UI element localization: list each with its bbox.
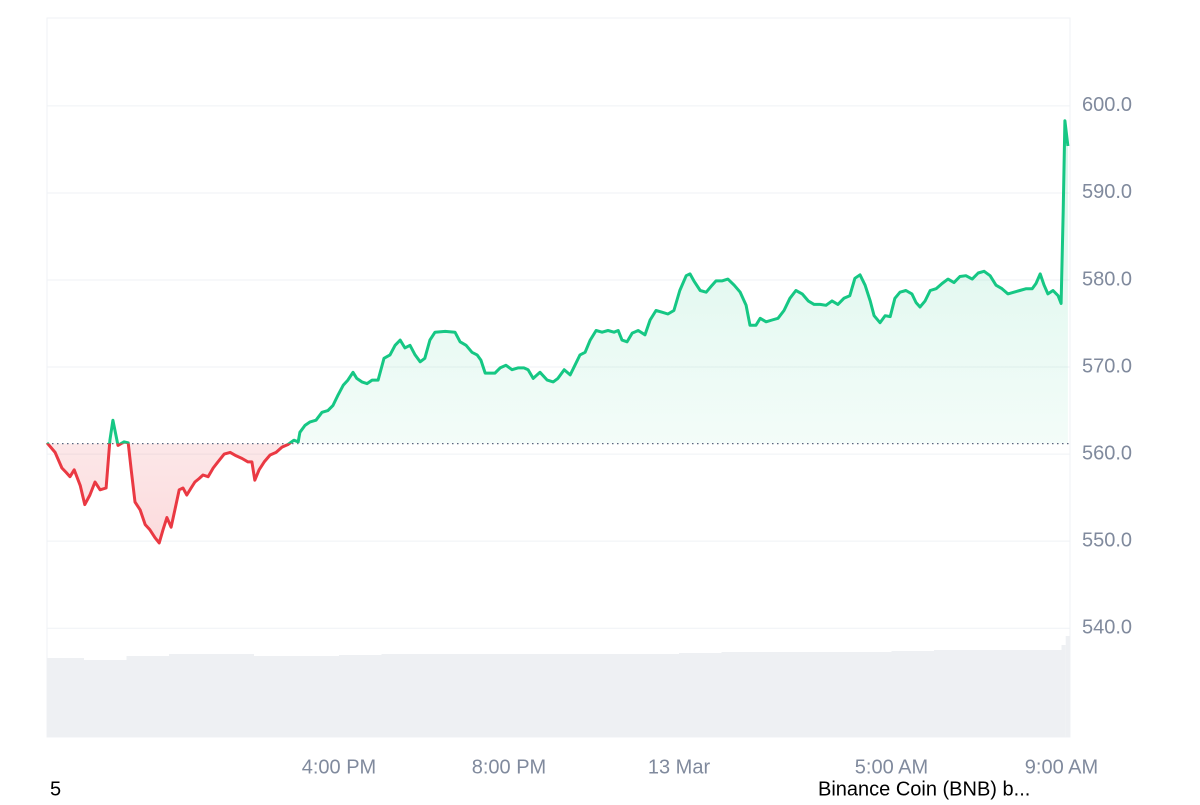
y-tick-label: 560.0 bbox=[1082, 442, 1132, 464]
volume-bar bbox=[47, 658, 84, 737]
x-tick-label: 5:00 AM bbox=[855, 756, 928, 778]
volume-bar bbox=[636, 654, 679, 737]
volume-bar bbox=[551, 654, 594, 737]
volume-bar bbox=[1018, 650, 1062, 737]
volume-bar bbox=[848, 652, 892, 737]
volume-bar bbox=[168, 654, 212, 737]
volume-bar bbox=[678, 653, 722, 737]
volume-bar bbox=[466, 654, 509, 737]
volume-bar bbox=[1065, 636, 1070, 737]
y-tick-label: 570.0 bbox=[1082, 355, 1132, 377]
y-tick-label: 540.0 bbox=[1082, 616, 1132, 638]
footer-left: 5 bbox=[50, 778, 61, 800]
volume-bar bbox=[763, 652, 807, 737]
volume-bar bbox=[381, 654, 424, 737]
volume-bar bbox=[721, 652, 764, 737]
volume-bar bbox=[806, 652, 849, 737]
volume-bar bbox=[508, 654, 552, 737]
volume-bar bbox=[933, 650, 977, 737]
footer-right: Binance Coin (BNB) b... bbox=[818, 778, 1030, 800]
volume-bar bbox=[83, 660, 127, 737]
volume-bar bbox=[891, 651, 934, 737]
x-tick-label: 8:00 PM bbox=[472, 756, 546, 778]
volume-bar bbox=[211, 654, 254, 737]
x-tick-label: 13 Mar bbox=[648, 756, 711, 778]
volume-bar bbox=[1061, 645, 1066, 737]
y-tick-label: 590.0 bbox=[1082, 181, 1132, 203]
volume-bar bbox=[126, 656, 169, 737]
y-tick-label: 580.0 bbox=[1082, 268, 1132, 290]
volume-bar bbox=[253, 656, 297, 737]
y-tick-label: 550.0 bbox=[1082, 529, 1132, 551]
volume-bar bbox=[976, 650, 1019, 737]
price-line bbox=[45, 119, 1070, 545]
volume-bar bbox=[593, 654, 637, 737]
volume-bar bbox=[296, 656, 339, 737]
y-tick-label: 600.0 bbox=[1082, 94, 1132, 116]
volume-bar bbox=[338, 655, 382, 737]
x-tick-label: 9:00 AM bbox=[1025, 756, 1098, 778]
price-area bbox=[47, 120, 1068, 543]
x-tick-label: 4:00 PM bbox=[302, 756, 376, 778]
volume-bar bbox=[423, 654, 467, 737]
